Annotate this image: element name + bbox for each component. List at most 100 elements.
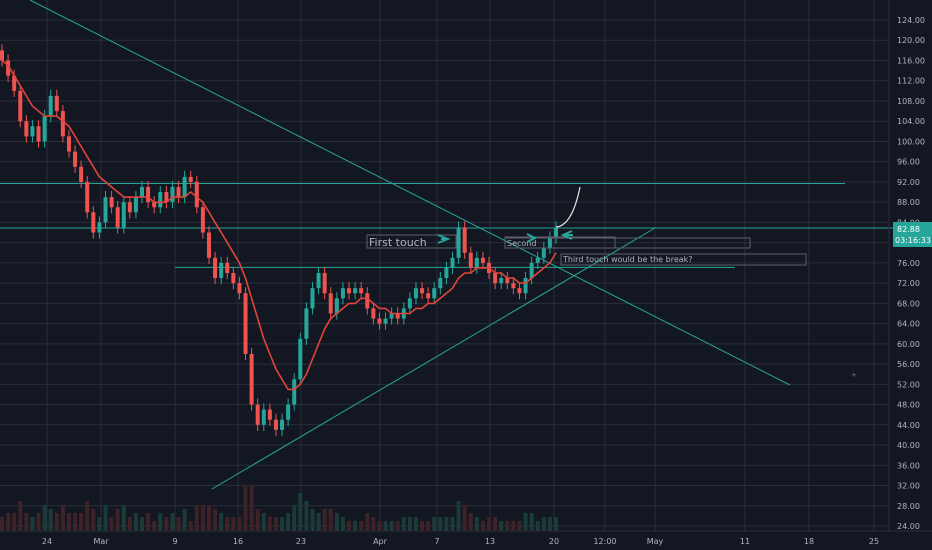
candle-body <box>523 278 528 294</box>
volume-bar <box>310 509 315 531</box>
horizontal-levels[interactable] <box>0 182 893 268</box>
third-touch-label: Third touch would be the break? <box>562 255 693 264</box>
candle-body <box>511 283 516 289</box>
time-tick-label: 24 <box>42 537 52 546</box>
candle-body <box>152 202 157 208</box>
first-touch-box[interactable] <box>366 234 457 249</box>
price-axis[interactable]: 24.00 28.00 32.00 36.00 40.00 44.00 48.00 52.00… <box>888 0 925 531</box>
price-tick-label: 52.00 <box>897 380 920 389</box>
volume-bar <box>243 485 248 531</box>
candle-body <box>24 121 29 137</box>
volume-bar <box>541 517 546 531</box>
candle-body <box>182 176 187 198</box>
price-tick-label: 116.00 <box>897 56 925 65</box>
candle-body <box>146 186 151 203</box>
candle-body <box>243 293 248 354</box>
volume-bar <box>353 521 358 531</box>
volume-bars <box>0 485 558 531</box>
candle-body <box>547 237 552 248</box>
volume-bar <box>547 517 552 531</box>
volume-bar <box>255 509 260 531</box>
projection-curve <box>555 186 581 228</box>
descending-trendline[interactable] <box>29 0 791 386</box>
price-tick-label: 76.00 <box>897 259 920 268</box>
last-price-value: 82.88 <box>897 225 920 234</box>
candle-body <box>310 288 315 309</box>
candle-body <box>48 95 53 117</box>
price-tick-label: 32.00 <box>897 482 920 491</box>
candle-body <box>462 227 467 253</box>
candle-body <box>395 313 400 319</box>
volume-bar <box>60 505 65 531</box>
time-tick-label: 13 <box>485 537 495 546</box>
volume-bar <box>146 513 151 531</box>
time-tick-label: 25 <box>869 537 879 546</box>
candle-body <box>322 273 327 294</box>
candle-body <box>541 247 546 258</box>
volume-bar <box>85 501 90 531</box>
volume-bar <box>462 505 467 531</box>
candle-body <box>334 298 339 314</box>
volume-bar <box>79 513 84 531</box>
candle-body <box>353 288 358 294</box>
volume-bar <box>334 513 339 531</box>
candle-body <box>426 293 431 299</box>
second-touch-label: Second <box>507 239 536 248</box>
volume-bar <box>103 505 108 531</box>
volume-bar <box>200 505 205 531</box>
candle-body <box>42 116 47 142</box>
volume-bar <box>0 517 4 531</box>
candle-body <box>18 90 23 122</box>
candle-body <box>30 126 35 137</box>
ascending-trendline[interactable] <box>211 227 656 490</box>
annotations[interactable]: First touch Second Third touch would be … <box>366 186 857 379</box>
time-axis[interactable]: 24 Mar 9 16 23 Apr 7 13 20 12:00 May 11 18 25 <box>0 530 932 546</box>
third-touch-box[interactable] <box>560 253 807 266</box>
candle-body <box>66 136 71 152</box>
candle-body <box>133 197 138 213</box>
price-tick-label: 120.00 <box>897 36 925 45</box>
candle-body <box>261 409 266 425</box>
candle-body <box>413 288 418 299</box>
volume-bar <box>140 517 145 531</box>
second-touch-arrow-icon <box>526 233 538 243</box>
candle-body <box>249 353 254 405</box>
candle-body <box>206 232 211 258</box>
candle-body <box>73 151 78 167</box>
price-tick-label: 104.00 <box>897 117 925 126</box>
volume-bar <box>188 521 193 531</box>
price-tick-label: 44.00 <box>897 421 920 430</box>
candle-body <box>371 308 376 319</box>
candle-body <box>255 404 260 425</box>
price-tick-label: 124.00 <box>897 16 925 25</box>
moving-average <box>1 59 557 391</box>
time-tick-label: 16 <box>233 537 243 546</box>
candle-body <box>529 262 534 279</box>
trendlines[interactable] <box>29 0 791 490</box>
time-tick-label: 20 <box>549 537 559 546</box>
candle-body <box>103 197 108 223</box>
volume-bar <box>18 501 23 531</box>
volume-bar <box>66 513 71 531</box>
price-tick-label: 88.00 <box>897 198 920 207</box>
volume-bar <box>487 517 492 531</box>
price-tick-label: 28.00 <box>897 502 920 511</box>
time-tick-label: Mar <box>93 537 109 546</box>
candle-body <box>121 202 126 228</box>
volume-bar <box>267 517 272 531</box>
candle-body <box>0 50 4 61</box>
candle-body <box>85 181 90 213</box>
volume-bar <box>304 501 309 531</box>
volume-bar <box>213 509 218 531</box>
price-tick-label: 24.00 <box>897 522 920 531</box>
candle-body <box>170 186 175 203</box>
price-tick-label: 92.00 <box>897 178 920 187</box>
volume-bar <box>377 521 382 531</box>
volume-bar <box>158 513 163 531</box>
price-tick-label: 36.00 <box>897 461 920 470</box>
volume-bar <box>280 517 285 531</box>
volume-bar <box>164 517 169 531</box>
volume-bar <box>365 513 370 531</box>
